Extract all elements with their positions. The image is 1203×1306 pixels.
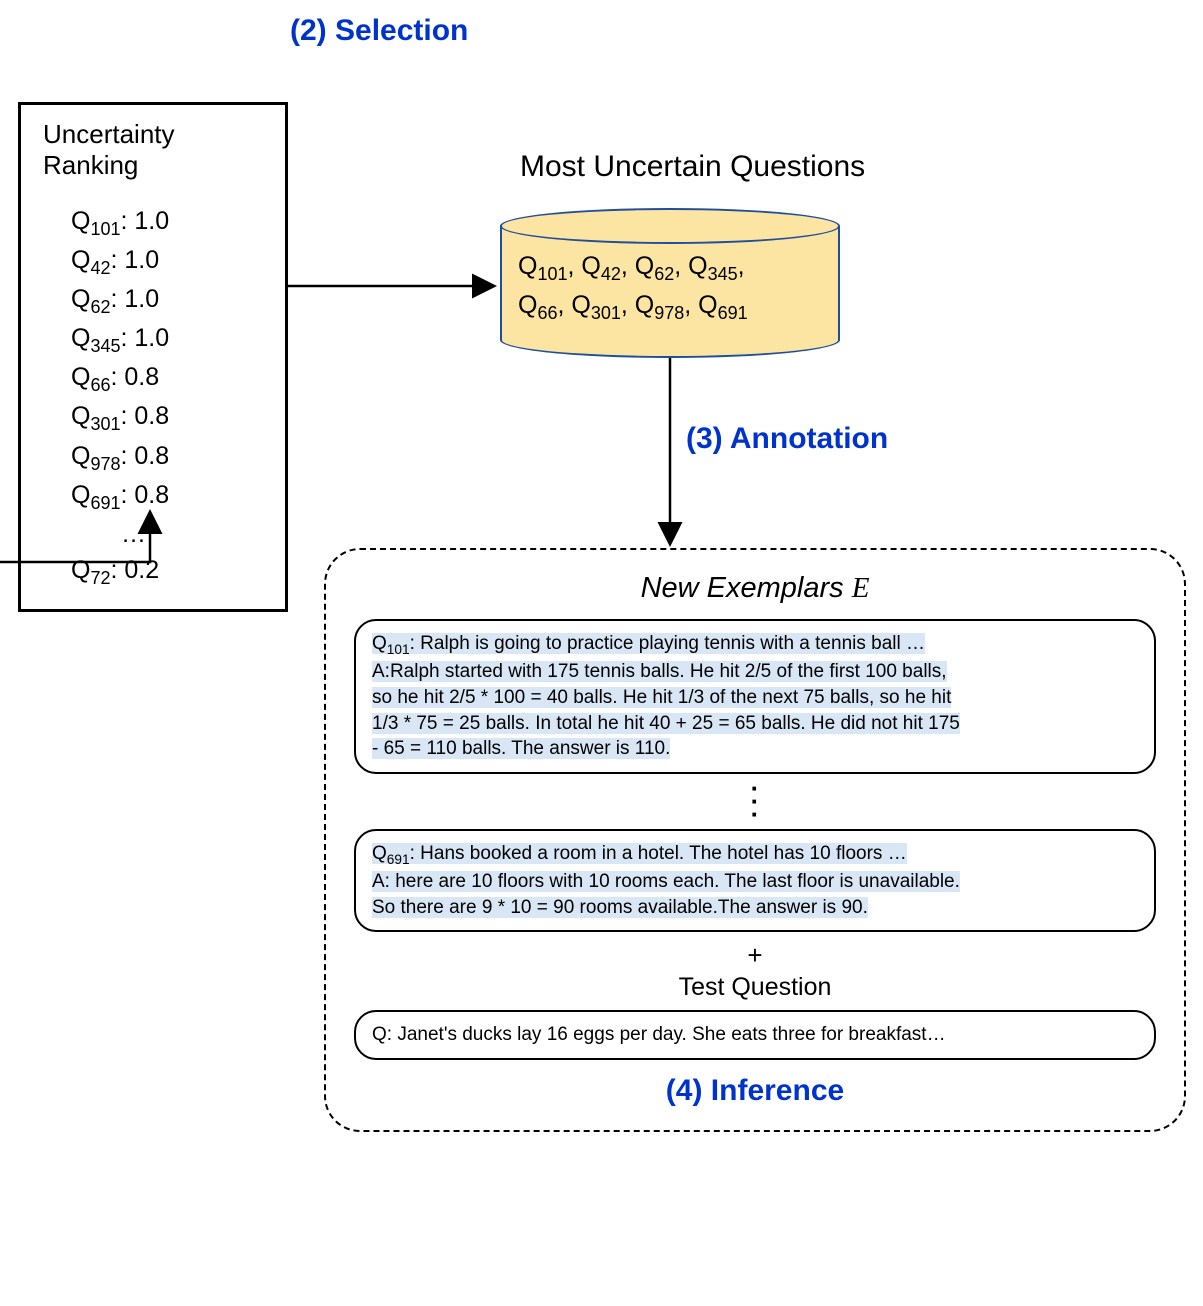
ranking-items: Q101: 1.0Q42: 1.0Q62: 1.0Q345: 1.0Q66: 0… [43,203,263,516]
exemplar-card-1: Q101: Ralph is going to practice playing… [354,619,1156,774]
answer-line: A: here are 10 floors with 10 rooms each… [372,869,1138,895]
vertical-dots-icon: ··· [354,782,1156,821]
test-question-text: Q: Janet's ducks lay 16 eggs per day. Sh… [372,1022,1138,1048]
stage-selection-label: (2) Selection [290,14,468,48]
card1-q: Q101: Ralph is going to practice playing… [372,631,1138,659]
cylinder-top [500,208,840,244]
ranking-title: Uncertainty Ranking [43,119,263,181]
arrow-cylinder-to-exemplars [660,358,680,554]
answer-line: 1/3 * 75 = 25 balls. In total he hit 40 … [372,711,1138,737]
selected-questions-db: Q101, Q42, Q62, Q345, Q66, Q301, Q978, Q… [500,208,840,358]
card2-answer: A: here are 10 floors with 10 rooms each… [372,869,1138,920]
ranking-item: Q301: 0.8 [43,398,263,437]
card2-q: Q691: Hans booked a room in a hotel. The… [372,841,1138,869]
most-uncertain-title: Most Uncertain Questions [520,150,865,184]
exemplars-box: New Exemplars E Q101: Ralph is going to … [324,548,1186,1132]
answer-line: - 65 = 110 balls. The answer is 110. [372,736,1138,762]
exemplar-card-2: Q691: Hans booked a room in a hotel. The… [354,829,1156,933]
arrow-ranking-to-cylinder [288,276,504,296]
arrow-into-ranking [0,502,160,572]
plus-symbol: + [354,940,1156,971]
ranking-item: Q101: 1.0 [43,203,263,242]
ranking-item: Q62: 1.0 [43,281,263,320]
answer-line: A:Ralph started with 175 tennis balls. H… [372,659,1138,685]
ranking-item: Q42: 1.0 [43,242,263,281]
ranking-item: Q345: 1.0 [43,320,263,359]
stage-inference-label: (4) Inference [354,1074,1156,1108]
answer-line: so he hit 2/5 * 100 = 40 balls. He hit 1… [372,685,1138,711]
ranking-item: Q978: 0.8 [43,438,263,477]
ranking-item: Q66: 0.8 [43,359,263,398]
test-question-card: Q: Janet's ducks lay 16 eggs per day. Sh… [354,1010,1156,1060]
card1-answer: A:Ralph started with 175 tennis balls. H… [372,659,1138,762]
cylinder-text: Q101, Q42, Q62, Q345, Q66, Q301, Q978, Q… [518,248,822,326]
answer-line: So there are 9 * 10 = 90 rooms available… [372,895,1138,921]
exemplars-title: New Exemplars E [354,572,1156,605]
stage-annotation-label: (3) Annotation [686,422,888,456]
test-question-label: Test Question [354,973,1156,1002]
